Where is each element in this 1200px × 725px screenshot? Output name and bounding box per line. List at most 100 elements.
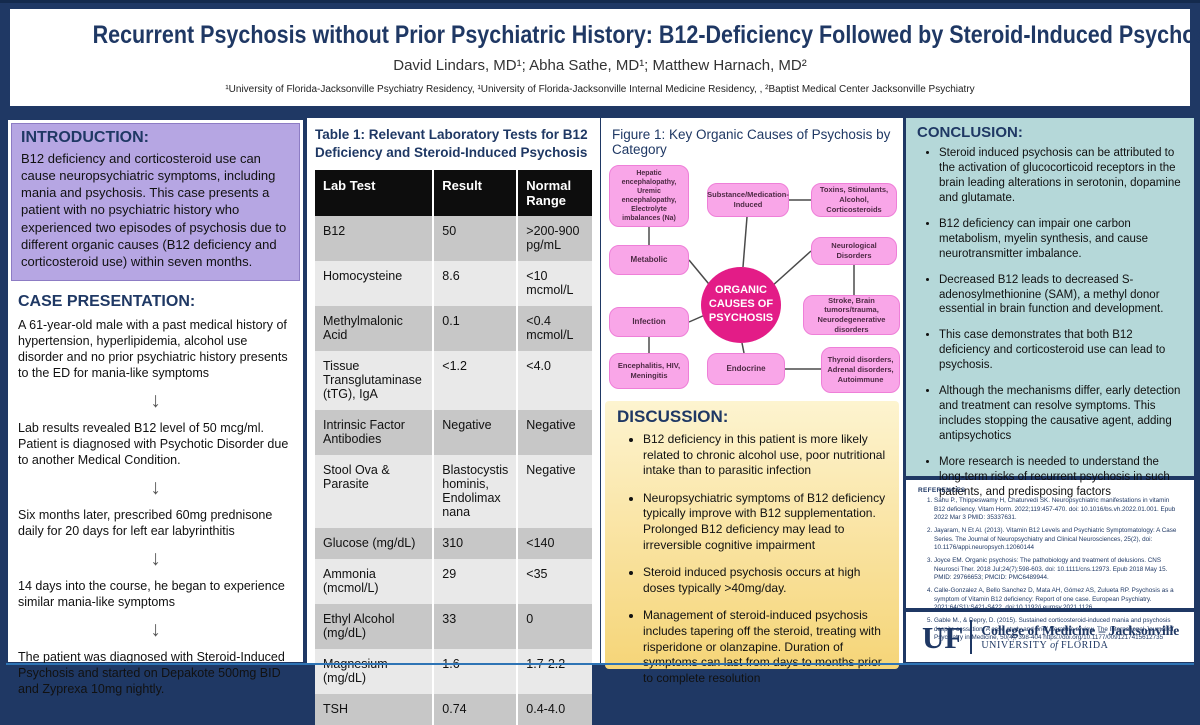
uf-monogram-icon: UF: [922, 619, 964, 655]
discussion-bullet: Steroid induced psychosis occurs at high…: [643, 565, 887, 596]
diagram-node-endocrine: Endocrine: [707, 353, 785, 385]
normal-range-cell: >200-900 pg/mL: [516, 216, 592, 262]
reference-item: Jayaram, N Et Al. (2013). Vitamin B12 Le…: [934, 527, 1182, 553]
logo-word-university: UNIVERSITY: [981, 640, 1051, 651]
table-row: Glucose (mg/dL) 310 <140: [315, 528, 592, 560]
conclusion-heading: CONCLUSION:: [917, 124, 1023, 141]
case-step: Lab results revealed B12 level of 50 mcg…: [18, 420, 293, 507]
result-cell: 1.6: [432, 649, 518, 695]
table-title: Table 1: Relevant Laboratory Tests for B…: [315, 127, 588, 160]
result-cell: 310: [432, 528, 518, 560]
conclusion-bullets: Steroid induced psychosis can be attribu…: [917, 146, 1183, 500]
case-step-text: The patient was diagnosed with Steroid-I…: [18, 650, 285, 697]
introduction-heading: INTRODUCTION:: [21, 129, 149, 146]
conclusion-bullet: B12 deficiency can impair one carbon met…: [939, 217, 1183, 262]
conclusion-section: CONCLUSION: Steroid induced psychosis ca…: [906, 118, 1194, 498]
case-step-text: 14 days into the course, he began to exp…: [18, 579, 285, 610]
lab-test-cell: Homocysteine: [315, 261, 434, 307]
discussion-bullet: B12 deficiency in this patient is more l…: [643, 432, 887, 479]
bottom-accent-line: [6, 663, 1194, 665]
table-body: B12 50 >200-900 pg/mL Homocysteine 8.6 <…: [315, 216, 592, 725]
result-cell: 29: [432, 559, 518, 605]
case-step-text: Six months later, prescribed 60mg predni…: [18, 508, 273, 539]
table-row: Tissue Transglutaminase (tTG), IgA <1.2 …: [315, 351, 592, 411]
reference-item: Gable M., & Depry, D. (2015). Sustained …: [934, 617, 1182, 643]
discussion-heading: DISCUSSION:: [617, 407, 729, 426]
poster-header: Recurrent Psychosis without Prior Psychi…: [10, 9, 1200, 106]
normal-range-cell: 0.4-4.0: [516, 694, 592, 725]
conclusion-bullet: This case demonstrates that both B12 def…: [939, 328, 1183, 373]
lab-test-cell: B12: [315, 216, 434, 262]
down-arrow-icon: ↓: [150, 618, 161, 642]
case-presentation-heading: CASE PRESENTATION:: [18, 293, 196, 311]
diagram-node-thyroid: Thyroid disorders, Adrenal disorders, Au…: [821, 347, 900, 393]
discussion-bullets: B12 deficiency in this patient is more l…: [617, 432, 887, 686]
result-cell: 50: [432, 216, 518, 262]
table-row: Ethyl Alcohol (mg/dL) 33 0: [315, 604, 592, 650]
table-row: TSH 0.74 0.4-4.0: [315, 694, 592, 725]
normal-range-cell: Negative: [516, 455, 592, 529]
table-row: Methylmalonic Acid 0.1 <0.4 mcmol/L: [315, 306, 592, 352]
diagram-node-encephalitis: Encephalitis, HIV, Meningitis: [609, 353, 689, 389]
lab-results-table: Lab Test Result Normal Range B12 50 >200…: [315, 170, 592, 725]
conclusion-bullet: Steroid induced psychosis can be attribu…: [939, 146, 1183, 206]
normal-range-cell: 0: [516, 604, 592, 650]
poster-title: Recurrent Psychosis without Prior Psychi…: [92, 21, 1200, 49]
logo-word-of: of: [1050, 640, 1058, 651]
conclusion-bullet: Decreased B12 leads to decreased S-adeno…: [939, 273, 1183, 318]
table-row: Stool Ova & Parasite Blastocystis homini…: [315, 455, 592, 529]
down-arrow-icon: ↓: [150, 476, 161, 500]
diagram-node-infection: Infection: [609, 307, 689, 337]
lab-test-cell: Magnesium (mg/dL): [315, 649, 434, 695]
conclusion-bullet: More research is needed to understand th…: [939, 455, 1183, 500]
discussion-bullet: Neuropsychiatric symptoms of B12 deficie…: [643, 491, 887, 553]
conclusion-bullet: Although the mechanisms differ, early de…: [939, 384, 1183, 444]
normal-range-cell: <0.4 mcmol/L: [516, 306, 592, 352]
diagram-node-metabolic: Metabolic: [609, 245, 689, 275]
organic-causes-diagram: Hepatic encephalopathy, Uremic encephalo…: [601, 159, 903, 397]
lab-test-cell: Tissue Transglutaminase (tTG), IgA: [315, 351, 434, 411]
table-row: Magnesium (mg/dL) 1.6 1.7-2.2: [315, 649, 592, 695]
poster-page: { "header": { "title": "Recurrent Psycho…: [0, 0, 1200, 675]
reference-item: Calle-Gonzalez A, Bello Sanchez D, Mata …: [934, 587, 1182, 613]
column-header-result: Result: [432, 170, 518, 217]
normal-range-cell: Negative: [516, 410, 592, 456]
introduction-section: INTRODUCTION: B12 deficiency and cortico…: [11, 123, 300, 282]
lab-test-cell: Intrinsic Factor Antibodies: [315, 410, 434, 456]
normal-range-cell: <10 mcmol/L: [516, 261, 592, 307]
reference-item: Sahu P., Thippeswamy H, Chaturvedi SK. N…: [934, 497, 1182, 523]
diagram-node-toxins: Toxins, Stimulants, Alcohol, Corticoster…: [811, 183, 897, 217]
case-step-text: A 61-year-old male with a past medical h…: [18, 318, 288, 381]
lab-test-cell: Ammonia (mcmol/L): [315, 559, 434, 605]
down-arrow-icon: ↓: [150, 389, 161, 413]
introduction-body: B12 deficiency and corticosteroid use ca…: [21, 151, 287, 269]
left-column: INTRODUCTION: B12 deficiency and cortico…: [6, 118, 305, 696]
logo-college-line: College of Medicine – Jacksonville: [981, 623, 1180, 638]
references-heading: REFERENCES: [918, 487, 966, 494]
result-cell: 0.74: [432, 694, 518, 725]
table-header-row: Lab Test Result Normal Range: [315, 170, 592, 217]
result-cell: 8.6: [432, 261, 518, 307]
table-row: B12 50 >200-900 pg/mL: [315, 216, 592, 262]
lab-test-cell: Methylmalonic Acid: [315, 306, 434, 352]
lab-test-cell: Glucose (mg/dL): [315, 528, 434, 560]
result-cell: Negative: [432, 410, 518, 456]
down-arrow-icon: ↓: [150, 547, 161, 571]
reference-item: Joyce EM. Organic psychosis: The pathobi…: [934, 557, 1182, 583]
discussion-bullet: Management of steroid-induced psychosis …: [643, 608, 887, 686]
table-row: Ammonia (mcmol/L) 29 <35: [315, 559, 592, 605]
case-presentation-section: CASE PRESENTATION: A 61-year-old male wi…: [8, 284, 303, 697]
table-row: Intrinsic Factor Antibodies Negative Neg…: [315, 410, 592, 456]
result-cell: <1.2: [432, 351, 518, 411]
authors-line: David Lindars, MD¹; Abha Sathe, MD¹; Mat…: [393, 57, 807, 74]
case-step: Six months later, prescribed 60mg predni…: [18, 507, 293, 578]
logo-word-florida: FLORIDA: [1057, 640, 1109, 651]
table-column: Table 1: Relevant Laboratory Tests for B…: [307, 118, 600, 725]
lab-test-cell: TSH: [315, 694, 434, 725]
result-cell: 0.1: [432, 306, 518, 352]
column-header-lab-test: Lab Test: [315, 170, 434, 217]
case-step-text: Lab results revealed B12 level of 50 mcg…: [18, 421, 289, 468]
case-step: The patient was diagnosed with Steroid-I…: [18, 649, 293, 697]
diagram-node-stroke: Stroke, Brain tumors/trauma, Neurodegene…: [803, 295, 900, 335]
normal-range-cell: <35: [516, 559, 592, 605]
